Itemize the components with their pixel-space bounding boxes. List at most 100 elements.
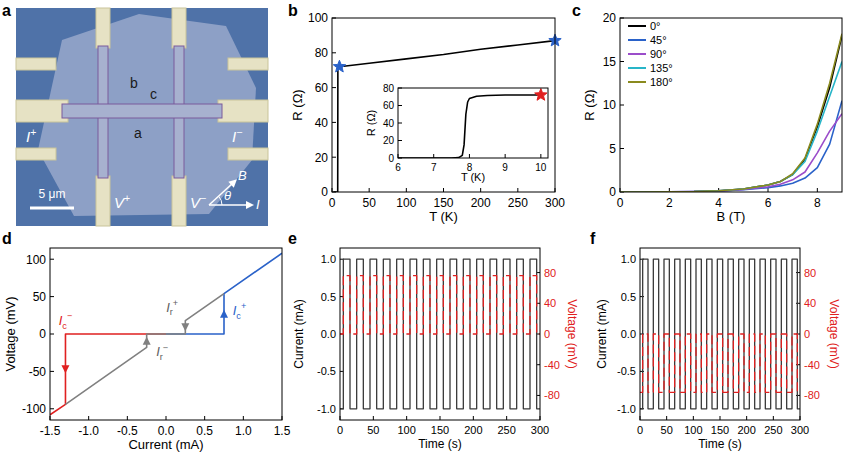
x-tick-label: 0 (337, 424, 343, 436)
y2-tick-label: -40 (804, 359, 820, 371)
x-tick (166, 416, 167, 420)
x-tick-label: 50 (661, 424, 673, 436)
y-axis-title: Current (mA) (595, 299, 609, 368)
y-tick-label: 0.5 (621, 291, 636, 303)
y-axis-title: R (Ω) (365, 110, 377, 137)
y2-tick-label: 80 (544, 267, 556, 279)
y-tick (640, 334, 644, 335)
x-tick-label: -0.5 (117, 424, 138, 438)
y-tick (50, 259, 54, 260)
panel-letter: a (2, 2, 11, 19)
hall-channel (62, 104, 222, 118)
x-tick-label: 0.0 (158, 424, 175, 438)
panel-d: -1.5-1.0-0.50.00.51.01.5-100-50050100Cur… (3, 248, 291, 452)
axis-symbol: B (238, 168, 247, 183)
subscript: r (160, 352, 163, 362)
x-tick (773, 416, 774, 420)
electrode (172, 8, 186, 48)
x-tick-label: 200 (471, 196, 491, 210)
x-tick-label: 100 (396, 196, 416, 210)
y-tick-label: 80 (383, 83, 395, 94)
y-tick (50, 371, 54, 372)
series-line (640, 259, 800, 409)
x-tick-label: 6 (395, 162, 401, 173)
x-tick-label: 100 (397, 424, 415, 436)
legend-swatch (628, 81, 646, 83)
y-tick (620, 61, 624, 62)
superscript: − (236, 126, 242, 138)
series-line (620, 34, 842, 192)
y-axis-title: R (Ω) (582, 89, 597, 120)
x-axis-title: Time (s) (418, 437, 462, 451)
subscript: r (170, 307, 173, 317)
x-tick-label: 50 (367, 424, 379, 436)
axis-symbol: I (256, 197, 260, 212)
x-tick-label: 250 (508, 196, 528, 210)
y-tick-label: 1.0 (621, 253, 636, 265)
annotation: Ir− (156, 343, 168, 363)
data-area (50, 253, 282, 415)
arrow-head (220, 310, 228, 318)
y-tick-label: 100 (308, 11, 328, 25)
x-tick-label: 200 (737, 424, 755, 436)
series-line (340, 276, 540, 334)
x-tick (720, 416, 721, 420)
series-line (620, 35, 842, 192)
x-tick-label: 6 (765, 196, 772, 210)
x-tick (817, 188, 818, 192)
y2-tick-label: 0 (544, 328, 550, 340)
y-tick-label: 60 (315, 81, 329, 95)
x-tick-label: 250 (764, 424, 782, 436)
plot-frame (640, 248, 800, 420)
y-tick (332, 87, 336, 88)
y-tick (398, 140, 402, 141)
y2-tick-label: 40 (544, 297, 556, 309)
x-tick (369, 188, 370, 192)
legend-label: 135° (650, 62, 673, 74)
y2-tick (796, 272, 800, 273)
star-marker (333, 60, 345, 72)
y-tick-label: 80 (315, 46, 329, 60)
x-tick (517, 188, 518, 192)
superscript: − (67, 311, 72, 321)
contact-label: I+ (26, 126, 36, 145)
x-tick-label: 1.0 (235, 424, 252, 438)
y-tick-label: -50 (29, 365, 47, 379)
axis-arrow (209, 204, 250, 206)
legend-swatch (628, 39, 646, 41)
electrode (96, 176, 110, 226)
y-tick (640, 371, 644, 372)
x-tick (480, 188, 481, 192)
legend-label: 0° (650, 20, 661, 32)
legend-swatch (628, 67, 646, 69)
y-tick (398, 105, 402, 106)
plot-frame (332, 18, 555, 192)
y-tick-label: -1.0 (317, 403, 336, 415)
x-tick-label: 150 (433, 196, 453, 210)
superscript: + (173, 298, 178, 308)
electrode (16, 100, 68, 122)
arrow-head (61, 365, 69, 373)
y2-tick (796, 364, 800, 365)
region-label: c (150, 86, 157, 102)
y-tick (332, 122, 336, 123)
y-tick-label: -0.5 (617, 365, 636, 377)
y-tick-label: 60 (383, 100, 395, 111)
angle-arc (219, 196, 222, 205)
data-area (640, 259, 800, 409)
x-axis-title: Time (s) (698, 437, 742, 451)
y-tick (640, 296, 644, 297)
x-tick-label: 4 (715, 196, 722, 210)
y-tick-label: 50 (33, 290, 47, 304)
y-tick-label: 20 (603, 11, 617, 25)
panel-letter: f (590, 230, 596, 247)
y-tick-label: 1.0 (321, 253, 336, 265)
legend-label: 180° (650, 76, 673, 88)
scale-bar (30, 207, 74, 210)
y-tick-label: 0.0 (321, 328, 336, 340)
star-marker (535, 89, 547, 101)
y2-tick (796, 303, 800, 304)
x-tick (505, 154, 506, 158)
electrode (96, 8, 110, 48)
x-tick (693, 416, 694, 420)
